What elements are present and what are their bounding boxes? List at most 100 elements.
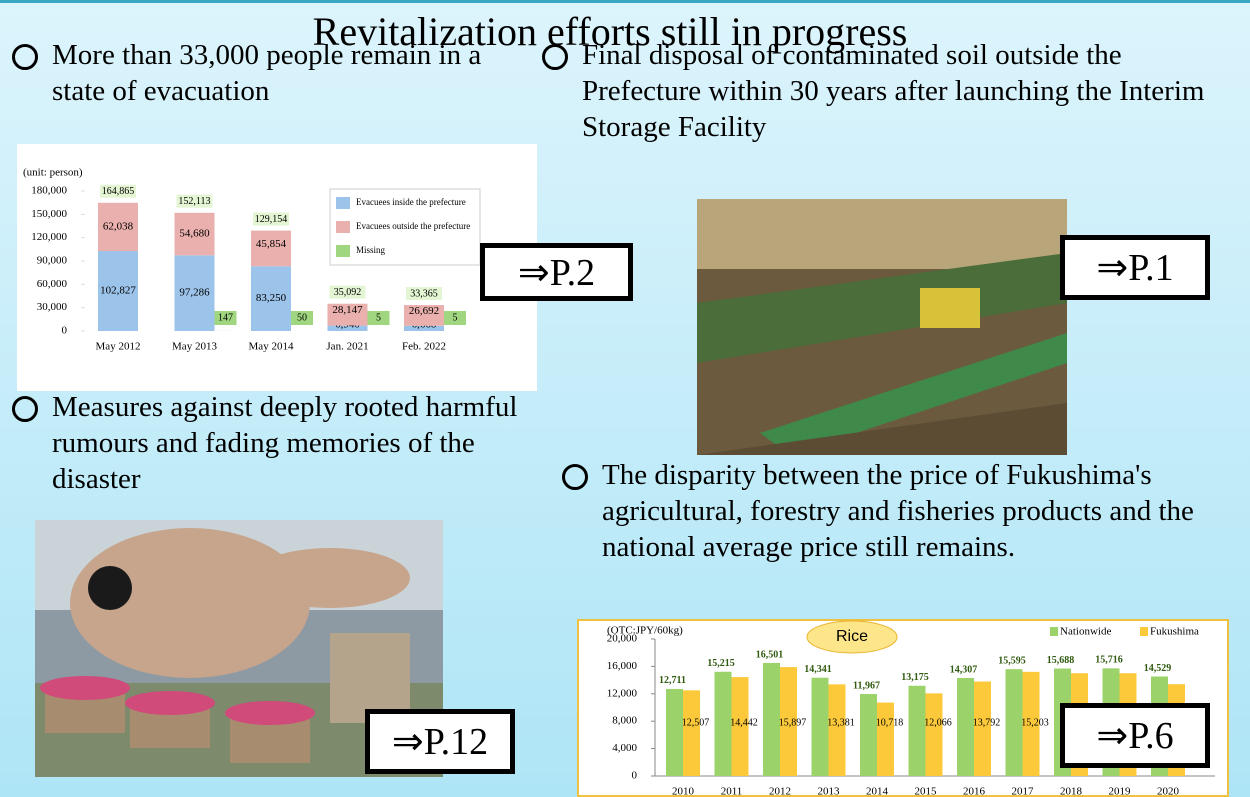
x-tick-label: 2016: [963, 786, 986, 797]
value-label: 5: [453, 312, 458, 323]
value-label: 13,792: [973, 717, 1001, 728]
x-tick-label: 2020: [1157, 786, 1180, 797]
y-tick-label: 0: [632, 770, 638, 782]
x-tick-label: May 2013: [172, 341, 217, 353]
value-label: 147: [218, 312, 233, 323]
value-label-box: [214, 311, 237, 325]
value-label-box: [291, 311, 313, 325]
y-tick-label: 180,000: [31, 185, 67, 197]
y-tick-label: 4,000: [612, 742, 637, 754]
bar: [974, 681, 991, 776]
bar-segment: [327, 303, 368, 326]
bullet: The disparity between the price of Fukus…: [558, 457, 1250, 565]
x-tick-label: May 2012: [96, 341, 141, 353]
legend-swatch: [1140, 627, 1148, 636]
bar: [877, 702, 894, 776]
page-link[interactable]: ⇒P.2: [480, 243, 633, 301]
x-tick-label: 2012: [769, 786, 791, 797]
x-tick-label: 2015: [915, 786, 938, 797]
legend-label: Fukushima: [1150, 626, 1199, 638]
bar-segment: [404, 325, 444, 331]
bar: [957, 677, 974, 776]
unit-label: (unit: person): [23, 167, 83, 179]
value-label: 15,595: [998, 655, 1026, 666]
legend-box: [329, 188, 481, 266]
value-label: 28,147: [332, 304, 363, 316]
y-tick-label: 8,000: [612, 715, 637, 727]
total-label-box: [176, 194, 213, 208]
x-tick-label: 2014: [866, 786, 889, 797]
bar-segment: [404, 305, 444, 326]
value-label: 26,692: [409, 305, 439, 317]
total-label-box: [100, 184, 136, 198]
value-label-box: [444, 311, 466, 325]
y-tick-label: 150,000: [31, 208, 67, 220]
legend-label: Evacuees inside the prefecture: [356, 197, 466, 207]
bar-segment: [174, 255, 215, 331]
value-label: 62,038: [103, 220, 134, 232]
photo-facility: [697, 199, 1067, 455]
bar: [811, 677, 829, 776]
y-tick-label: 0: [62, 325, 68, 337]
total-label: 35,092: [334, 287, 362, 298]
x-tick-label: 2017: [1012, 786, 1035, 797]
value-label-box: [367, 311, 390, 325]
value-label: 45,854: [256, 238, 287, 250]
bullet: Final disposal of contaminated soil outs…: [538, 37, 1243, 145]
bar-segment: [327, 325, 368, 331]
value-label: 97,286: [179, 287, 210, 299]
value-label: 12,711: [659, 675, 686, 686]
page-link[interactable]: ⇒P.1: [1060, 235, 1210, 300]
legend-swatch: [336, 221, 350, 233]
bar-segment: [98, 202, 138, 252]
bar: [666, 688, 683, 776]
page-link[interactable]: ⇒P.6: [1060, 703, 1210, 768]
value-label: 50: [297, 312, 307, 323]
value-label: 10,718: [876, 717, 904, 728]
bar-segment: [251, 266, 291, 331]
x-tick-label: 2010: [672, 786, 695, 797]
page-link[interactable]: ⇒P.12: [365, 709, 515, 774]
y-tick-label: 60,000: [37, 278, 68, 290]
legend-label: Evacuees outside the prefecture: [356, 221, 470, 231]
x-tick-label: 2019: [1109, 786, 1132, 797]
x-tick-label: May 2014: [249, 341, 294, 353]
value-label: 14,442: [730, 717, 758, 728]
y-tick-label: 120,000: [31, 231, 67, 243]
value-label: 102,827: [100, 285, 136, 297]
total-label: 33,365: [410, 288, 438, 299]
legend-label: Missing: [356, 245, 386, 255]
y-tick-label: 16,000: [607, 660, 638, 672]
chart-title: Rice: [836, 628, 868, 645]
bar: [714, 671, 732, 776]
bar: [763, 662, 780, 776]
bar: [780, 667, 797, 776]
x-tick-label: 2011: [721, 786, 743, 797]
legend-swatch: [336, 245, 350, 257]
value-label: 54,680: [179, 228, 210, 240]
unit-label: (OTC:JPY/60kg): [607, 625, 683, 637]
x-tick-label: 2018: [1060, 786, 1083, 797]
value-label: 14,341: [804, 664, 832, 675]
y-tick-label: 12,000: [607, 687, 638, 699]
value-label: 15,716: [1095, 655, 1123, 666]
bar: [860, 694, 877, 776]
y-tick-label: 90,000: [37, 255, 68, 267]
legend-label: Nationwide: [1060, 626, 1111, 638]
y-tick-label: 20,000: [607, 633, 638, 645]
value-label: 12,507: [682, 717, 710, 728]
total-label-box: [253, 212, 289, 226]
total-label: 164,865: [102, 186, 135, 197]
value-label: 15,688: [1047, 655, 1075, 666]
value-label: 14,307: [950, 664, 978, 675]
x-tick-label: 2013: [818, 786, 841, 797]
value-label: 16,501: [756, 649, 784, 660]
bar: [1005, 669, 1023, 776]
value-label: 15,897: [779, 717, 807, 728]
total-label: 152,113: [178, 196, 210, 207]
graphics: (unit: person) 0 30,000 60,000 90,000 120,000…: [17, 144, 1229, 797]
bar: [683, 690, 700, 776]
value-label: 13,175: [901, 672, 929, 683]
bar-segment: [98, 251, 138, 331]
